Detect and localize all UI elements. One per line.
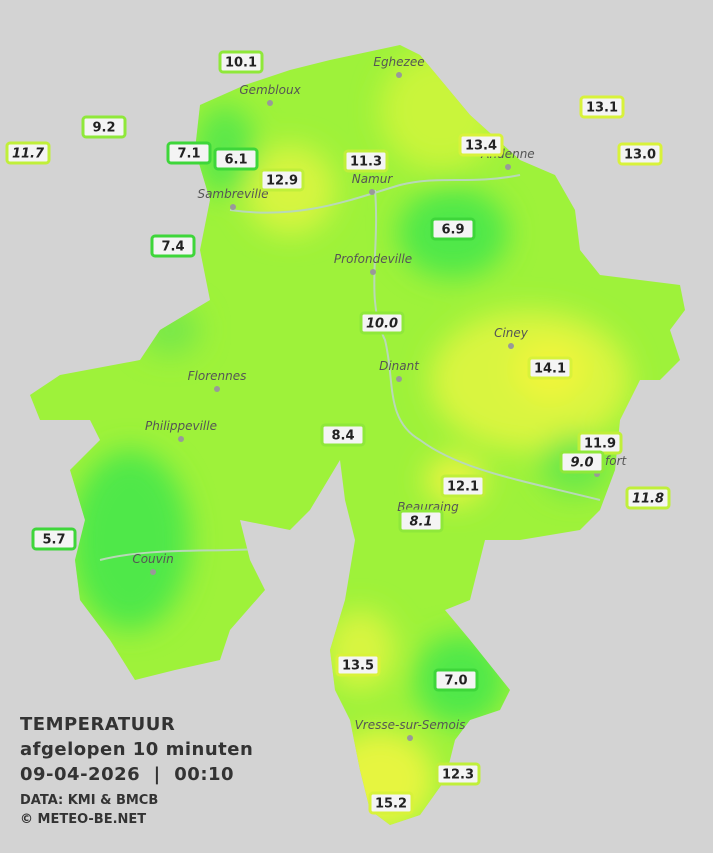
station-value: 12.3: [442, 768, 474, 783]
place-dot: [230, 204, 236, 210]
station-box: [166, 141, 212, 165]
place-label: Florennes: [188, 369, 247, 383]
station-box: [359, 311, 405, 335]
station-value: 10.1: [225, 56, 257, 71]
station-box: [218, 50, 264, 74]
station-value: 11.8: [632, 492, 664, 507]
place-label: Sambreville: [197, 187, 268, 201]
station-box: [213, 147, 259, 171]
station-box: [430, 217, 476, 241]
station-value: 9.0: [570, 456, 593, 471]
station-value: 8.1: [409, 515, 432, 530]
station-value: 7.1: [177, 147, 200, 162]
place-label: Namur: [352, 172, 394, 186]
place-dot: [396, 376, 402, 382]
station-box: [458, 133, 504, 157]
place-dot: [178, 436, 184, 442]
station-box: [320, 423, 366, 447]
station-value: 7.0: [444, 674, 467, 689]
station-box: [433, 668, 479, 692]
station-box: [368, 791, 414, 815]
source: DATA: KMI & BMCB: [20, 793, 158, 808]
place-label: Gembloux: [239, 83, 301, 97]
station-box: [435, 762, 481, 786]
places: EghezeeGemblouxAndenneNamurSambrevillePr…: [132, 55, 628, 741]
station-value: 11.7: [12, 147, 45, 162]
title: TEMPERATUUR: [20, 714, 175, 735]
place-label: Eghezee: [373, 55, 424, 69]
station-box: [579, 95, 625, 119]
station-value: 13.1: [586, 101, 618, 116]
station-value: 12.9: [266, 174, 298, 189]
place-label: Vresse-sur-Semois: [355, 718, 466, 732]
place-dot: [508, 343, 514, 349]
station-box: [5, 141, 51, 165]
station-value: 13.0: [624, 148, 656, 163]
place-label: Dinant: [379, 359, 420, 373]
place-dot: [267, 100, 273, 106]
station-value: 8.4: [331, 429, 354, 444]
place-dot: [150, 569, 156, 575]
station-box: [81, 115, 127, 139]
station-value: 15.2: [375, 797, 407, 812]
station-box: [150, 234, 196, 258]
station-value: 14.1: [534, 362, 566, 377]
station-box: [398, 509, 444, 533]
station-value: 5.7: [42, 533, 65, 548]
place-dot: [407, 735, 413, 741]
station-box: [440, 474, 486, 498]
station-box: [31, 527, 77, 551]
station-box: [617, 142, 663, 166]
place-dot: [505, 164, 511, 170]
place-dot: [370, 269, 376, 275]
place-dot: [396, 72, 402, 78]
station-box: [343, 149, 389, 173]
place-label: Ciney: [494, 326, 529, 340]
station-value: 11.3: [350, 155, 382, 170]
place-label: Philippeville: [145, 419, 217, 433]
place-label: Profondeville: [334, 252, 412, 266]
station-box: [559, 450, 605, 474]
station-value: 11.9: [584, 437, 616, 452]
place-label: Couvin: [132, 552, 173, 566]
place-dot: [369, 189, 375, 195]
station-value: 6.1: [224, 153, 247, 168]
station-value: 12.1: [447, 480, 479, 495]
stations: 10.1 9.2 11.7 7.1 6.1 12.9 11.3 13.4 13.1 13.0 7.4…: [5, 50, 671, 815]
station-box: [259, 168, 305, 192]
timestamp: 09-04-2026 | 00:10: [20, 764, 234, 785]
station-value: 10.0: [366, 317, 398, 332]
station-box: [335, 653, 381, 677]
station-box: [625, 486, 671, 510]
station-value: 7.4: [161, 240, 184, 255]
station-box: [527, 356, 573, 380]
station-value: 13.5: [342, 659, 374, 674]
station-value: 6.9: [441, 223, 464, 238]
copyright: © METEO-BE.NET: [20, 812, 146, 827]
station-value: 9.2: [92, 121, 115, 136]
place-dot: [214, 386, 220, 392]
subtitle: afgelopen 10 minuten: [20, 739, 253, 760]
station-value: 13.4: [465, 139, 497, 154]
